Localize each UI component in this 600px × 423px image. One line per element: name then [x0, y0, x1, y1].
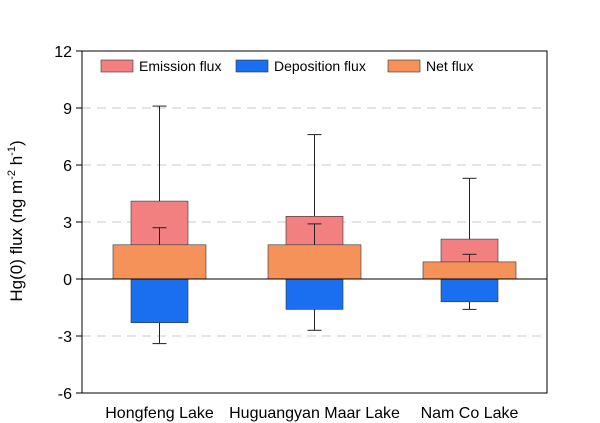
y-tick-label: 6 [63, 158, 72, 175]
y-tick-label: 12 [54, 44, 72, 61]
x-tick-label: Hongfeng Lake [105, 405, 214, 422]
y-tick-label: 9 [63, 101, 72, 118]
legend-label: Deposition flux [274, 58, 366, 74]
legend-swatch [235, 59, 269, 73]
x-axis-ticks: Hongfeng Lake Huguangyan Maar Lake Nam Co … [105, 405, 518, 422]
bar-deposition-flux [285, 278, 344, 310]
legend-label: Emission flux [139, 58, 221, 74]
y-tick-label: -6 [58, 386, 72, 403]
y-tick-label: 3 [63, 215, 72, 232]
legend-label: Net flux [426, 58, 473, 74]
bar-deposition-flux [440, 278, 499, 303]
y-tick-label: -3 [58, 329, 72, 346]
error-bars [152, 105, 477, 345]
y-axis-label-sup1: -2 [6, 170, 18, 180]
bar-net-flux [267, 244, 362, 280]
y-tick-label: 0 [63, 272, 72, 289]
legend-swatch [387, 59, 421, 73]
y-axis-label-sup2: -1 [6, 146, 18, 156]
y-axis-label: Hg(0) flux (ng m-2 h-1) [6, 140, 26, 301]
x-tick-label: Nam Co Lake [421, 405, 519, 422]
x-tick-label: Huguangyan Maar Lake [229, 405, 400, 422]
y-axis-label-end: ) [7, 140, 26, 146]
bars [112, 200, 517, 324]
y-axis-ticks: -6 -3 0 3 6 9 12 [54, 44, 82, 403]
bar-net-flux [112, 244, 207, 280]
legend: Emission flux Deposition flux Net flux [100, 58, 473, 74]
bar-deposition-flux [130, 278, 189, 324]
y-axis-label-base: Hg(0) flux (ng m [7, 180, 26, 302]
bar-net-flux [422, 261, 517, 280]
legend-swatch [100, 59, 134, 73]
y-axis-label-mid: h [7, 156, 26, 170]
